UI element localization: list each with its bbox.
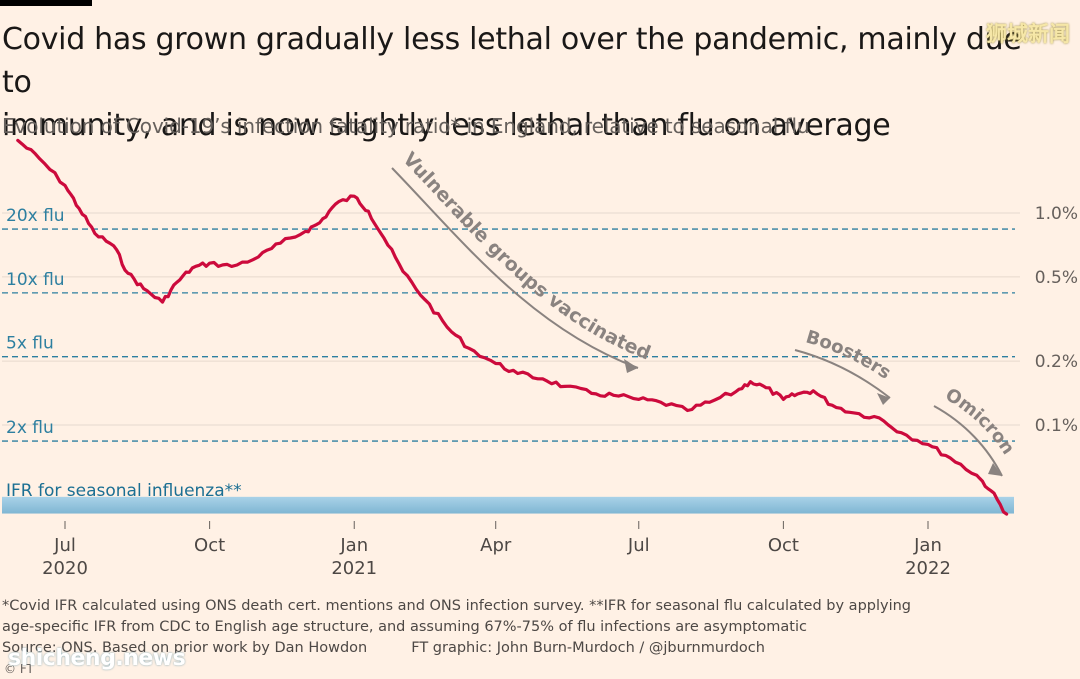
ifr-series-line xyxy=(16,138,1009,516)
x-tick-month: Jul xyxy=(627,535,650,556)
watermark-top-right: 狮城新闻 xyxy=(986,22,1070,46)
footnotes: *Covid IFR calculated using ONS death ce… xyxy=(2,596,1077,659)
annotation-text: Omicron xyxy=(942,384,1019,458)
x-tick-month: Jul xyxy=(53,535,76,556)
x-tick-month: Apr xyxy=(480,535,512,556)
x-tick-year: 2020 xyxy=(42,558,88,579)
y-tick-label: 0.5% xyxy=(1035,268,1078,288)
annotation-label: Omicron xyxy=(942,384,1019,458)
chart-subtitle: Evolution of Covid-19’s infection fatali… xyxy=(2,114,810,138)
x-tick-month: Oct xyxy=(194,535,225,556)
reference-line-label: 5x flu xyxy=(6,334,54,354)
watermark-bottom-left: shicheng.news xyxy=(8,646,186,671)
flu-band xyxy=(2,496,1014,514)
y-tick-label: 0.1% xyxy=(1035,416,1078,436)
source-text: Source: ONS. Based on prior work by Dan … xyxy=(2,640,368,656)
y-tick-label: 0.2% xyxy=(1035,352,1078,372)
annotation-arrow-line xyxy=(794,349,891,399)
annotation-arrow-line xyxy=(933,405,1003,477)
annotation-label: Boosters xyxy=(803,327,894,384)
annotation-arrowhead xyxy=(988,463,1002,476)
annotation-arrowhead xyxy=(624,359,638,373)
x-tick-month: Oct xyxy=(768,535,799,556)
annotation-label: Vulnerable groups vaccinated xyxy=(398,148,653,364)
reference-line-label: 10x flu xyxy=(6,270,65,290)
title-line-1: Covid has grown gradually less lethal ov… xyxy=(2,22,1022,100)
ft-brand-bar xyxy=(0,0,92,6)
x-tick-year: 2021 xyxy=(331,558,377,579)
x-tick-month: Jan xyxy=(913,535,942,556)
footnote-flu-method: age-specific IFR from CDC to English age… xyxy=(2,619,807,635)
reference-line-label: 20x flu xyxy=(6,206,65,226)
graphic-credit: FT graphic: John Burn-Murdoch / @jburnmu… xyxy=(411,640,765,656)
reference-line-label: 2x flu xyxy=(6,418,54,438)
ft-copyright: © FT xyxy=(4,662,34,676)
title-line-2: immunity, and is now slightly less letha… xyxy=(2,108,891,143)
annotation-text: Vulnerable groups vaccinated xyxy=(398,148,653,364)
annotation-arrowhead xyxy=(877,393,890,405)
y-tick-label: 1.0% xyxy=(1035,204,1078,224)
x-tick-month: Jan xyxy=(339,535,368,556)
x-tick-year: 2022 xyxy=(905,558,951,579)
annotation-text: Boosters xyxy=(803,327,894,384)
flu-band-label: IFR for seasonal influenza** xyxy=(6,481,242,501)
source-line: Source: ONS. Based on prior work by Dan … xyxy=(2,638,1077,659)
annotation-arrow-line xyxy=(391,167,639,369)
footnote-ifr-method: *Covid IFR calculated using ONS death ce… xyxy=(2,598,912,614)
chart-title: Covid has grown gradually less lethal ov… xyxy=(2,18,1032,147)
